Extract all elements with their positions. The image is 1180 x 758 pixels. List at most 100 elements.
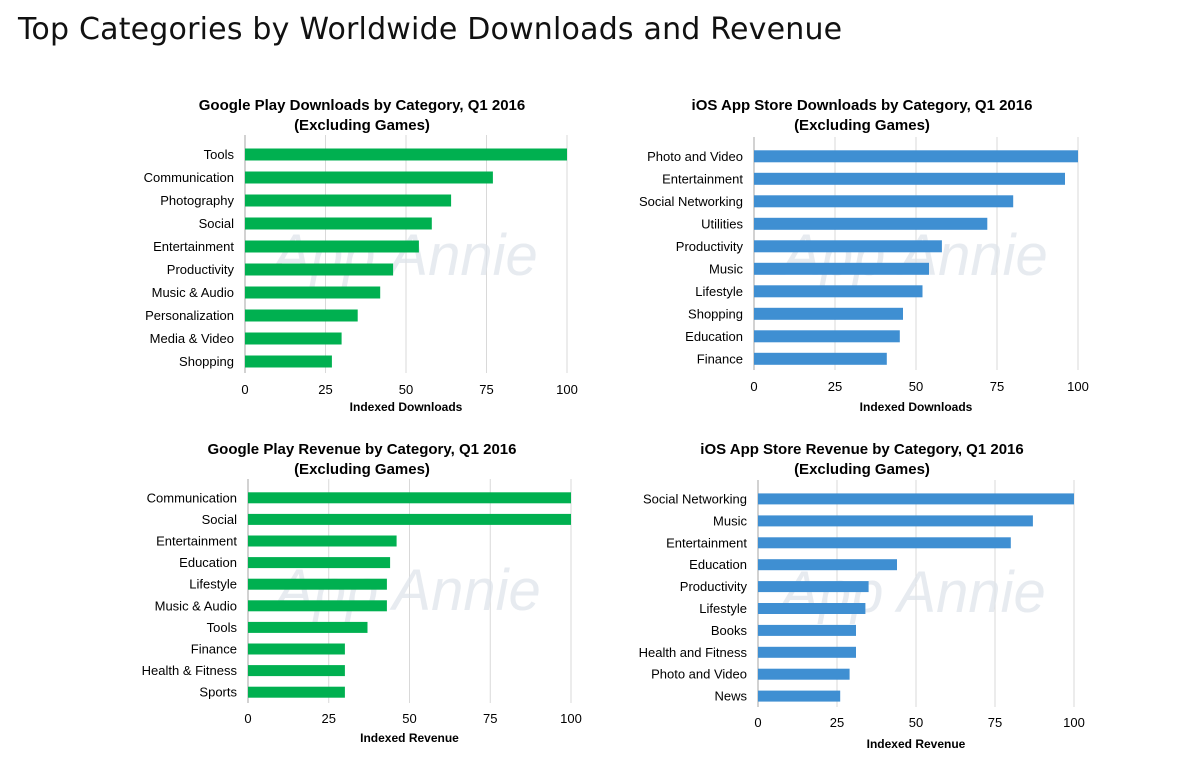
- category-label: Education: [179, 555, 237, 570]
- chart-subtitle: (Excluding Games): [294, 117, 430, 134]
- bar: [245, 309, 358, 322]
- bar: [245, 355, 332, 368]
- x-axis-label: Indexed Revenue: [360, 731, 459, 745]
- bar: [245, 332, 342, 345]
- chart-subtitle: (Excluding Games): [794, 461, 930, 478]
- chart-google-play-downloads: App Annie Google Play Downloads by Catego…: [144, 97, 578, 414]
- category-label: Tools: [207, 620, 238, 635]
- x-tick-label: 50: [909, 715, 923, 730]
- category-label: Education: [685, 329, 743, 344]
- bar: [754, 195, 1014, 208]
- x-tick-label: 100: [1063, 715, 1085, 730]
- bar: [245, 286, 381, 299]
- x-tick-label: 75: [990, 379, 1004, 394]
- x-tick-label: 25: [828, 379, 842, 394]
- bar: [758, 690, 841, 702]
- x-tick-label: 25: [830, 715, 844, 730]
- bar: [245, 148, 567, 161]
- x-axis-label: Indexed Revenue: [867, 737, 966, 751]
- chart-title: iOS App Store Revenue by Category, Q1 20…: [700, 441, 1023, 458]
- bar: [248, 535, 397, 547]
- category-label: Productivity: [167, 262, 235, 277]
- category-label: Health and Fitness: [639, 645, 748, 660]
- bar: [754, 150, 1078, 163]
- category-label: News: [714, 689, 747, 704]
- category-label: Social Networking: [643, 491, 747, 506]
- watermark: App Annie: [779, 223, 1048, 288]
- bar: [248, 621, 368, 633]
- category-label: Music: [709, 261, 743, 276]
- x-tick-label: 25: [318, 382, 332, 397]
- category-label: Utilities: [701, 216, 743, 231]
- bar: [248, 665, 345, 677]
- category-label: Photography: [160, 193, 234, 208]
- category-label: Communication: [147, 490, 237, 505]
- bar: [758, 559, 897, 571]
- category-label: Productivity: [680, 579, 748, 594]
- category-label: Lifestyle: [189, 577, 237, 592]
- bar: [754, 307, 903, 320]
- x-axis-label: Indexed Downloads: [350, 400, 463, 414]
- bar: [754, 285, 923, 298]
- category-label: Shopping: [179, 354, 234, 369]
- chart-title: Google Play Revenue by Category, Q1 2016: [207, 441, 516, 458]
- bar: [754, 217, 988, 230]
- category-label: Entertainment: [662, 171, 743, 186]
- watermark: App Annie: [777, 560, 1046, 625]
- bar: [248, 557, 391, 569]
- x-tick-label: 100: [556, 382, 578, 397]
- x-tick-label: 25: [322, 711, 336, 726]
- chart-ios-downloads: App Annie iOS App Store Downloads by Cate…: [639, 97, 1089, 414]
- bar: [248, 578, 387, 590]
- bar: [245, 171, 493, 184]
- category-label: Lifestyle: [695, 284, 743, 299]
- bar: [245, 217, 432, 230]
- x-axis-label: Indexed Downloads: [860, 400, 973, 414]
- x-tick-label: 0: [241, 382, 248, 397]
- category-label: Finance: [697, 351, 743, 366]
- x-tick-label: 75: [988, 715, 1002, 730]
- category-label: Health & Fitness: [142, 663, 238, 678]
- x-tick-label: 100: [560, 711, 582, 726]
- category-label: Tools: [204, 147, 235, 162]
- category-label: Social: [202, 512, 238, 527]
- chart-title: iOS App Store Downloads by Category, Q1 …: [692, 97, 1033, 114]
- category-label: Books: [711, 623, 748, 638]
- category-label: Music: [713, 513, 747, 528]
- category-label: Photo and Video: [647, 149, 743, 164]
- category-label: Music & Audio: [152, 285, 234, 300]
- category-label: Entertainment: [666, 535, 747, 550]
- category-label: Social Networking: [639, 194, 743, 209]
- bar: [754, 262, 929, 275]
- bar: [754, 330, 900, 343]
- bar: [758, 537, 1011, 549]
- chart-subtitle: (Excluding Games): [294, 461, 430, 478]
- category-label: Photo and Video: [651, 667, 747, 682]
- bar: [754, 172, 1065, 185]
- bar: [758, 603, 866, 614]
- category-label: Sports: [199, 685, 237, 700]
- category-label: Entertainment: [156, 534, 237, 549]
- chart-google-play-revenue: App Annie Google Play Revenue by Category…: [142, 441, 582, 745]
- bar: [248, 492, 571, 504]
- watermark: App Annie: [272, 558, 541, 623]
- x-tick-label: 50: [402, 711, 416, 726]
- watermark: App Annie: [269, 223, 538, 288]
- x-tick-label: 50: [399, 382, 413, 397]
- bar: [248, 686, 345, 698]
- bar: [758, 646, 856, 658]
- category-label: Entertainment: [153, 239, 234, 254]
- x-tick-label: 75: [479, 382, 493, 397]
- x-tick-label: 100: [1067, 379, 1089, 394]
- category-label: Lifestyle: [699, 601, 747, 616]
- bar: [248, 513, 571, 525]
- category-label: Media & Video: [150, 331, 234, 346]
- chart-subtitle: (Excluding Games): [794, 117, 930, 134]
- category-label: Music & Audio: [155, 598, 237, 613]
- bar: [758, 668, 850, 680]
- bar: [248, 643, 345, 655]
- bar: [245, 240, 419, 253]
- category-label: Shopping: [688, 306, 743, 321]
- category-label: Communication: [144, 170, 234, 185]
- x-tick-label: 0: [244, 711, 251, 726]
